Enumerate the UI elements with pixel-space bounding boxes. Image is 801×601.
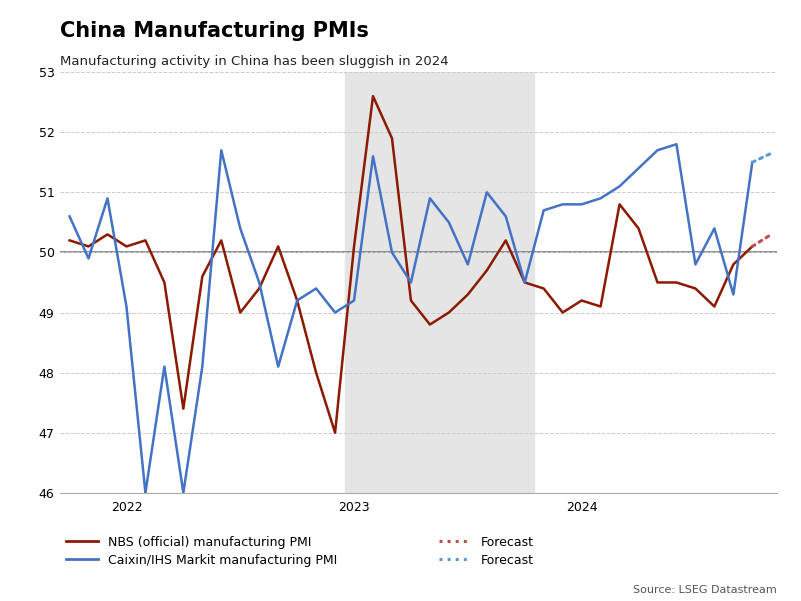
Text: Manufacturing activity in China has been sluggish in 2024: Manufacturing activity in China has been…	[60, 55, 449, 69]
Bar	[344, 72, 534, 493]
Legend: Forecast, Forecast: Forecast, Forecast	[439, 535, 533, 567]
Text: Source: LSEG Datastream: Source: LSEG Datastream	[634, 585, 777, 595]
Text: China Manufacturing PMIs: China Manufacturing PMIs	[60, 21, 369, 41]
